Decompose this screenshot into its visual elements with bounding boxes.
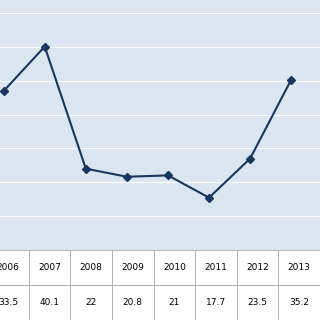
Text: 2009: 2009: [121, 263, 144, 272]
Bar: [29, 250, 70, 285]
Bar: [237, 250, 278, 285]
Bar: [70, 285, 112, 320]
Bar: [237, 285, 278, 320]
Text: 35.2: 35.2: [289, 298, 309, 307]
Text: 23.5: 23.5: [248, 298, 268, 307]
Text: 33.5: 33.5: [0, 298, 18, 307]
Bar: [29, 285, 70, 320]
Text: 22: 22: [85, 298, 97, 307]
Text: 2006: 2006: [0, 263, 20, 272]
Text: 2008: 2008: [80, 263, 103, 272]
Text: 2012: 2012: [246, 263, 269, 272]
Text: 20.8: 20.8: [123, 298, 143, 307]
Bar: [195, 285, 237, 320]
Bar: [112, 285, 154, 320]
Bar: [278, 285, 320, 320]
Text: 2013: 2013: [288, 263, 311, 272]
Text: 21: 21: [169, 298, 180, 307]
Text: 17.7: 17.7: [206, 298, 226, 307]
Text: 2010: 2010: [163, 263, 186, 272]
Text: 2007: 2007: [38, 263, 61, 272]
Bar: [154, 250, 195, 285]
Bar: [278, 250, 320, 285]
Bar: [195, 250, 237, 285]
Bar: [0, 250, 29, 285]
Bar: [0, 285, 29, 320]
Bar: [154, 285, 195, 320]
Bar: [70, 250, 112, 285]
Text: 40.1: 40.1: [40, 298, 60, 307]
Bar: [112, 250, 154, 285]
Text: 2011: 2011: [204, 263, 228, 272]
